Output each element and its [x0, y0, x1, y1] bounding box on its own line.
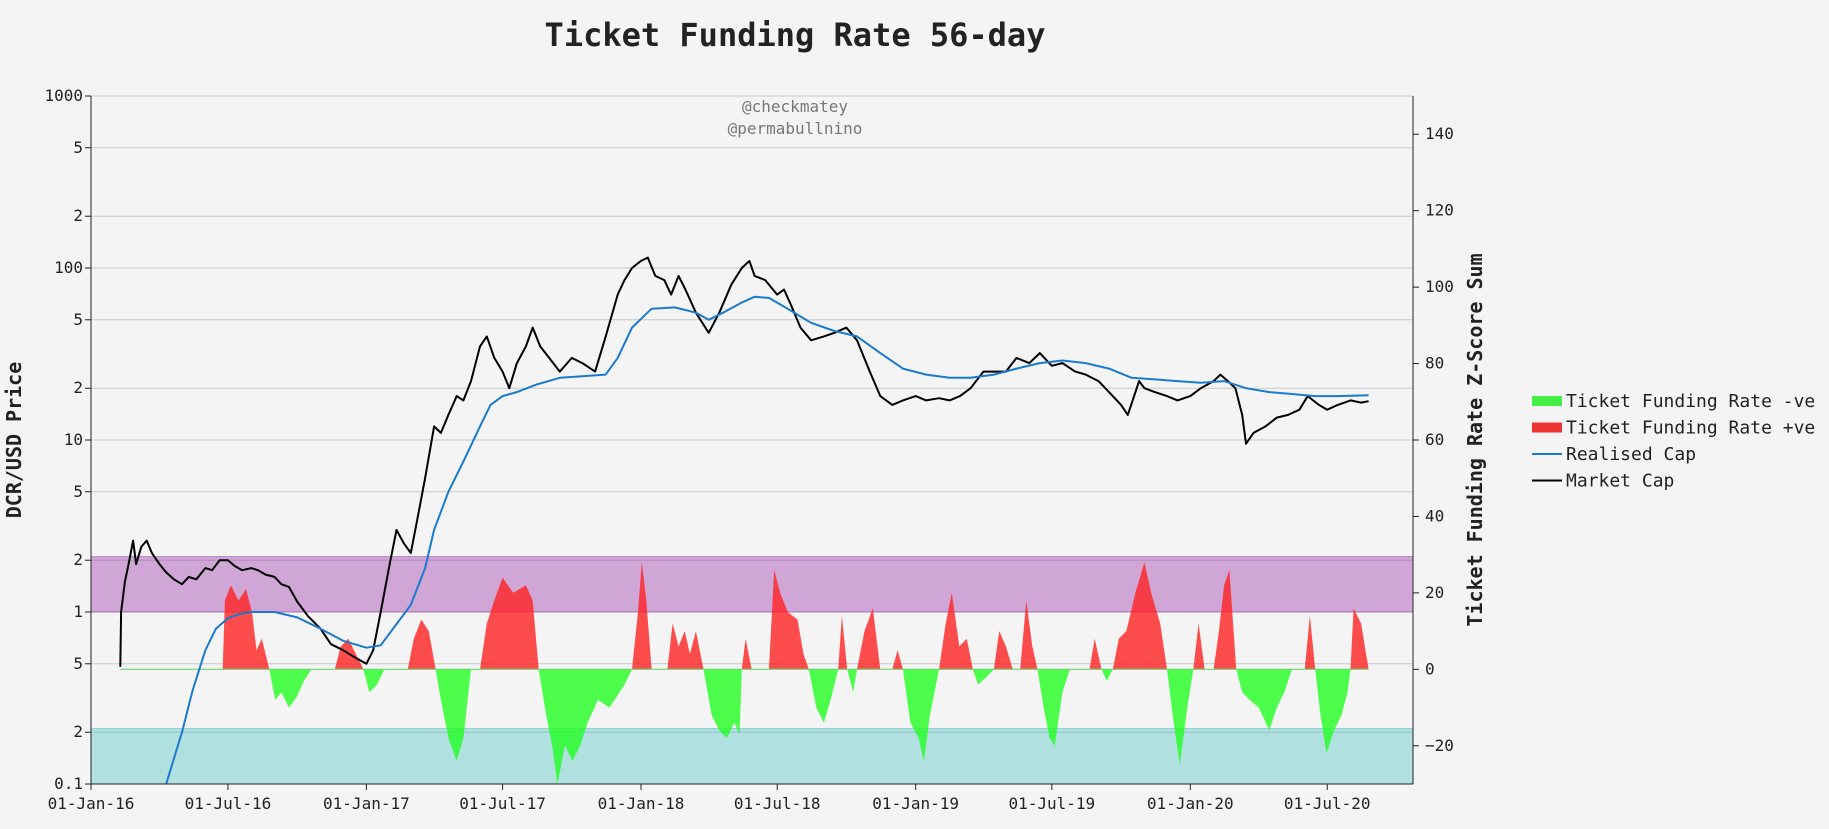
- left-tick-label-3: 1: [73, 602, 83, 621]
- grid-layer: [91, 95, 1413, 785]
- right-tick-label-8: 140: [1425, 124, 1454, 143]
- ticket-funding-rate-ve-legend-swatch: [1532, 396, 1562, 406]
- area-layer: [120, 562, 1369, 784]
- x-tick-label-7: 01-Jul-19: [1008, 794, 1095, 813]
- x-tick-label-5: 01-Jul-18: [734, 794, 821, 813]
- left-tick-label-6: 10: [64, 430, 83, 449]
- left-tick-label-7: 2: [73, 378, 83, 397]
- x-tick-label-0: 01-Jan-16: [48, 794, 135, 813]
- ticket-funding-rate-ve-area: [222, 562, 1369, 670]
- realised-cap-legend-label: Realised Cap: [1566, 444, 1696, 465]
- upper-band: [90, 556, 1414, 613]
- left-tick-label-0: 0.1: [54, 774, 83, 793]
- left-tick-label-4: 2: [73, 550, 83, 569]
- right-tick-label-0: −20: [1425, 736, 1454, 755]
- axis-layer: 0.1 2 5 1 2 5 10 2 5 100 2 5 1000 −20 0 20 40 60 80 100 120 1…: [44, 86, 1453, 813]
- right-tick-label-3: 40: [1425, 506, 1444, 525]
- chart-title: Ticket Funding Rate 56-day: [545, 16, 1046, 54]
- left-tick-label-8: 5: [73, 310, 83, 329]
- left-tick-label-5: 5: [73, 482, 83, 501]
- right-tick-label-4: 60: [1425, 430, 1444, 449]
- band-layer: [90, 556, 1414, 785]
- left-tick-label-2: 5: [73, 654, 83, 673]
- x-tick-label-4: 01-Jan-18: [598, 794, 685, 813]
- left-tick-label-1: 2: [73, 722, 83, 741]
- left-tick-label-9: 100: [54, 258, 83, 277]
- x-tick-label-9: 01-Jul-20: [1284, 794, 1371, 813]
- x-tick-label-6: 01-Jan-19: [872, 794, 959, 813]
- legend: Ticket Funding Rate -ve Ticket Funding Ra…: [1532, 391, 1815, 492]
- ticket-funding-rate-ve-area: [269, 669, 1351, 784]
- market-cap-line: [119, 256, 1369, 667]
- left-tick-label-11: 5: [73, 138, 83, 157]
- left-tick-label-12: 1000: [44, 86, 83, 105]
- right-tick-label-1: 0: [1425, 659, 1435, 678]
- right-tick-label-7: 120: [1425, 201, 1454, 220]
- left-axis-label: DCR/USD Price: [2, 362, 26, 519]
- ticket-funding-rate-ve-legend-label: Ticket Funding Rate -ve: [1566, 391, 1815, 412]
- lower-band: [90, 728, 1414, 785]
- x-tick-label-1: 01-Jul-16: [185, 794, 272, 813]
- right-tick-label-6: 100: [1425, 277, 1454, 296]
- left-tick-label-10: 2: [73, 206, 83, 225]
- ticket-funding-rate-ve-legend-label: Ticket Funding Rate +ve: [1566, 418, 1815, 439]
- realised-cap-line: [165, 295, 1369, 785]
- x-tick-label-8: 01-Jan-20: [1147, 794, 1234, 813]
- line-layer: [119, 256, 1369, 785]
- ticket-funding-rate-ve-legend-swatch: [1532, 422, 1562, 433]
- market-cap-legend-label: Market Cap: [1566, 471, 1674, 492]
- watermark-line-1: @checkmatey: [742, 97, 848, 116]
- right-axis-label: Ticket Funding Rate Z-Score Sum: [1463, 253, 1487, 626]
- right-tick-label-2: 20: [1425, 583, 1444, 602]
- watermark-line-2: @permabullnino: [728, 119, 863, 138]
- x-tick-label-3: 01-Jul-17: [459, 794, 546, 813]
- x-tick-label-2: 01-Jan-17: [323, 794, 410, 813]
- right-tick-label-5: 80: [1425, 354, 1444, 373]
